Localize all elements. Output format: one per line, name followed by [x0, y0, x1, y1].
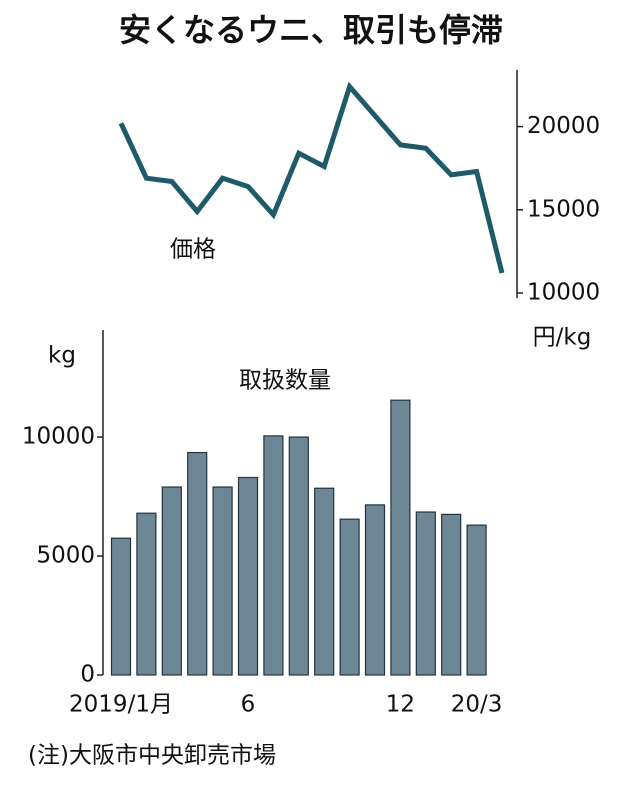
- y-tick-label: 0: [80, 662, 95, 688]
- x-tick-label: 12: [386, 692, 415, 718]
- y-tick-label: 10000: [22, 424, 95, 450]
- bar: [314, 487, 335, 676]
- unit-label: kg: [48, 343, 76, 369]
- bar: [339, 518, 360, 676]
- y-tick-label: 10000: [527, 280, 600, 306]
- x-tick-label: 6: [241, 692, 256, 718]
- bar: [263, 435, 284, 676]
- unit-label: 円/kg: [533, 325, 592, 351]
- bar: [390, 399, 411, 676]
- bar: [415, 511, 436, 676]
- x-tick-label: 2019/1月: [69, 692, 173, 718]
- bar: [466, 524, 487, 676]
- bar: [364, 504, 386, 676]
- bar: [441, 513, 462, 676]
- bar: [187, 451, 208, 676]
- bar: [161, 486, 182, 676]
- series-label: 価格: [170, 237, 216, 263]
- y-tick-label: 15000: [527, 196, 600, 222]
- bar: [237, 476, 259, 676]
- x-tick-label: 20/3: [451, 692, 503, 718]
- y-tick-label: 5000: [36, 543, 95, 569]
- price-line: [118, 81, 505, 274]
- bar: [288, 436, 309, 676]
- chart-title: 安くなるウニ、取引も停滞: [119, 11, 503, 49]
- note: (注)大阪市中央卸売市場: [28, 743, 276, 769]
- series-label: 取扱数量: [239, 368, 331, 394]
- bar: [136, 512, 157, 676]
- bar: [110, 537, 132, 676]
- y-tick-label: 20000: [527, 113, 600, 139]
- bar: [212, 486, 233, 676]
